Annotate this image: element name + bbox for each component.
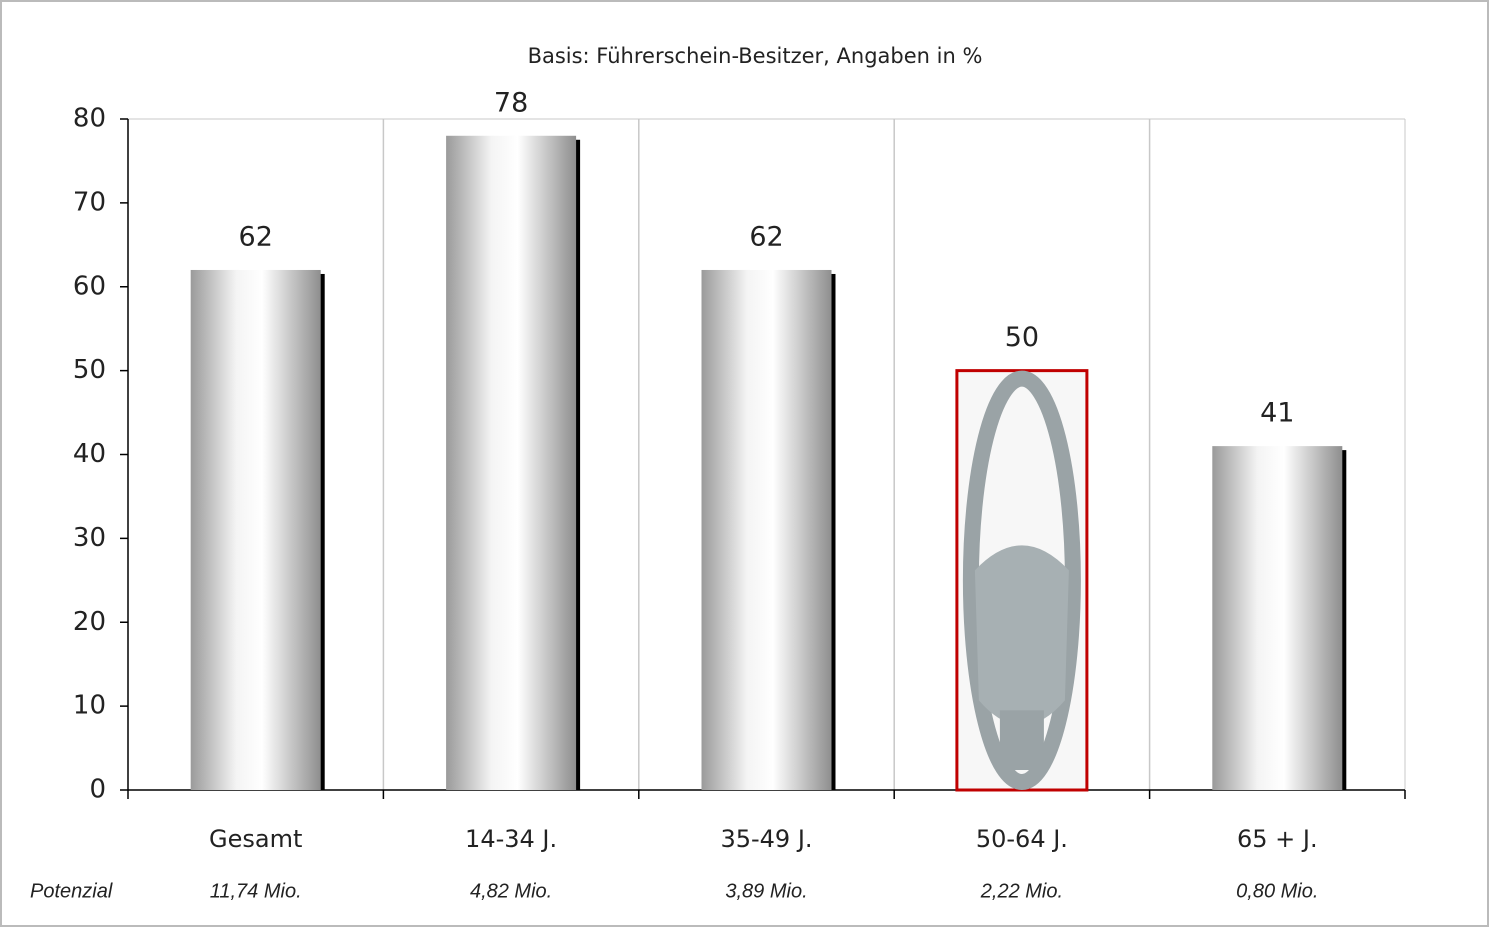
- bar: [446, 135, 577, 790]
- value-label: 50: [1005, 322, 1039, 353]
- x-tick-label: 14-34 J.: [465, 825, 557, 853]
- y-tick-label: 60: [73, 271, 106, 301]
- steering-wheel: [962, 370, 1081, 790]
- value-label: 41: [1260, 398, 1294, 429]
- y-tick-label: 0: [89, 775, 106, 805]
- y-tick-label: 80: [73, 104, 106, 134]
- potential-value: 4,82 Mio.: [470, 880, 552, 902]
- y-tick-label: 70: [73, 187, 106, 217]
- y-tick-label: 20: [73, 607, 106, 637]
- potential-value: 0,80 Mio.: [1236, 880, 1318, 902]
- value-label: 62: [749, 221, 783, 252]
- wheel-hub: [974, 545, 1069, 726]
- y-tick-label: 30: [73, 523, 106, 553]
- potential-value: 3,89 Mio.: [725, 880, 807, 902]
- y-tick-label: 10: [73, 691, 106, 721]
- chart-subtitle: Basis: Führerschein-Besitzer, Angaben in…: [528, 44, 983, 68]
- bar: [1212, 446, 1343, 790]
- y-tick-label: 40: [73, 439, 106, 469]
- x-tick-label: 65 + J.: [1237, 825, 1318, 853]
- bar: [701, 269, 832, 791]
- potential-value: 2,22 Mio.: [980, 880, 1063, 902]
- value-label: 62: [239, 221, 273, 252]
- x-tick-label: Gesamt: [209, 825, 302, 853]
- x-tick-label: 35-49 J.: [720, 825, 812, 853]
- y-tick-label: 50: [73, 355, 106, 385]
- bar: [190, 269, 321, 791]
- wheel-spoke: [999, 710, 1044, 770]
- potential-label: Potenzial: [30, 880, 113, 902]
- potential-value: 11,74 Mio.: [210, 880, 302, 902]
- wheel-rim: [962, 370, 1081, 790]
- x-tick-label: 50-64 J.: [976, 825, 1068, 853]
- value-label: 78: [494, 87, 528, 118]
